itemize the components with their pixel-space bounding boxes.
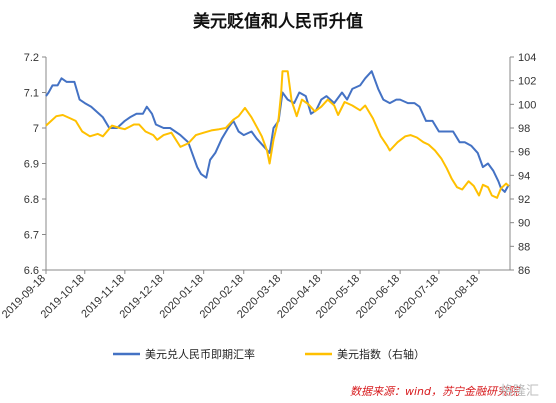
left-tick-label: 7.2 <box>24 52 39 64</box>
watermark: 格隆汇 <box>500 383 539 399</box>
right-tick-label: 102 <box>518 76 536 88</box>
right-tick-label: 92 <box>518 194 530 206</box>
x-axis-ticks: 2019-09-182019-10-182019-11-182019-12-18… <box>0 270 481 321</box>
right-tick-label: 96 <box>518 147 530 159</box>
x-tick-label: 2020-08-18 <box>433 273 481 321</box>
left-tick-label: 6.9 <box>24 159 39 171</box>
right-axis-ticks: 86 88 90 92 94 96 98 100 102 104 <box>510 52 536 277</box>
axes <box>45 57 511 271</box>
right-tick-label: 94 <box>518 170 530 182</box>
right-tick-label: 104 <box>518 52 536 64</box>
legend-label-usdcny: 美元兑人民币即期汇率 <box>145 347 255 361</box>
series-lines <box>45 70 510 199</box>
right-tick-label: 100 <box>518 99 536 111</box>
left-tick-label: 7 <box>33 123 39 135</box>
legend: 美元兑人民币即期汇率 美元指数（右轴） <box>113 347 425 361</box>
right-tick-label: 90 <box>518 218 530 230</box>
left-axis-ticks: 6.6 6.7 6.8 6.9 7 7.1 7.2 <box>24 52 46 277</box>
left-tick-label: 6.6 <box>24 265 39 277</box>
right-tick-label: 86 <box>518 265 530 277</box>
left-tick-label: 7.1 <box>24 88 39 100</box>
right-tick-label: 88 <box>518 241 530 253</box>
left-tick-label: 6.8 <box>24 194 39 206</box>
source-note: 数据来源：wind，苏宁金融研究院 <box>350 385 521 398</box>
series-line-dxy <box>45 70 510 199</box>
series-line-usdcny <box>45 70 510 193</box>
chart-title: 美元贬值和人民币升值 <box>193 11 363 32</box>
right-tick-label: 98 <box>518 123 530 135</box>
legend-label-dxy: 美元指数（右轴） <box>337 347 425 361</box>
left-tick-label: 6.7 <box>24 230 39 242</box>
